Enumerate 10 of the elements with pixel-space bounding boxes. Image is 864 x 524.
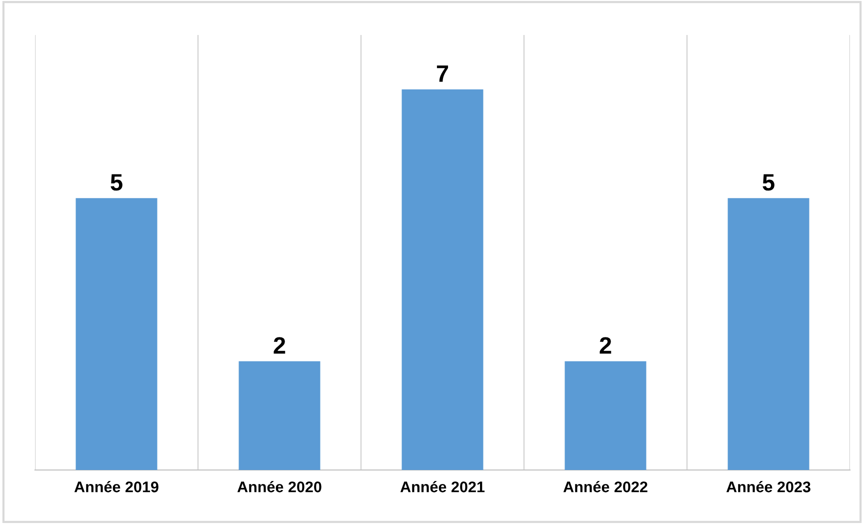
x-tick-label: Année 2019: [74, 480, 158, 492]
data-label: 5: [762, 174, 774, 191]
x-tick-label: Année 2021: [400, 480, 485, 492]
x-tick-label: Année 2020: [237, 480, 322, 492]
data-label: 7: [436, 65, 448, 82]
data-label: 2: [600, 337, 612, 354]
data-label: 2: [274, 337, 286, 354]
data-label: 5: [110, 174, 122, 191]
x-tick-label: Année 2022: [563, 480, 648, 492]
x-tick-label: Année 2023: [726, 480, 810, 492]
